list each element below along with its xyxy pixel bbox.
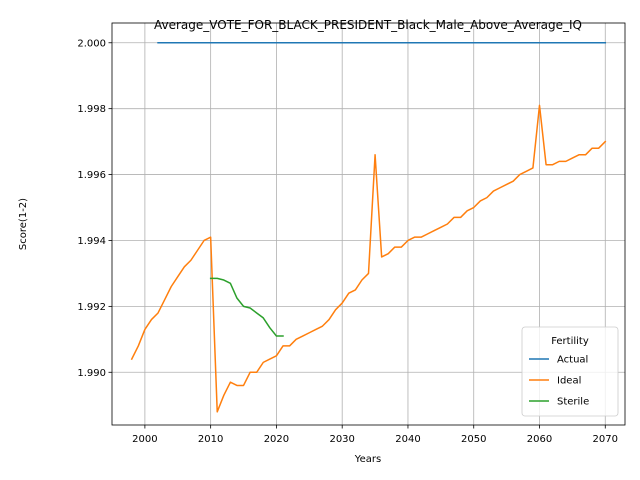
- x-tick-label: 2070: [593, 434, 618, 445]
- x-axis: 2000 2010 2020 2030 2040 2050 2060 2070: [132, 425, 618, 445]
- legend-label-sterile: Sterile: [557, 397, 589, 408]
- legend-items: Actual Ideal Sterile: [529, 355, 589, 408]
- x-tick-label: 2010: [198, 434, 223, 445]
- plot-frame: [111, 22, 626, 426]
- y-tick-label: 1.994: [77, 236, 106, 247]
- x-tick-label: 2060: [527, 434, 552, 445]
- series-line-ideal: [130, 104, 607, 413]
- legend-label-actual: Actual: [557, 355, 588, 366]
- chart-title: Average_VOTE_FOR_BLACK_PRESIDENT_Black_M…: [154, 18, 582, 32]
- legend-label-ideal: Ideal: [557, 376, 581, 387]
- y-tick-label: 1.998: [77, 104, 106, 115]
- y-tick-label: 1.992: [77, 302, 106, 313]
- y-axis-label: Score(1-2): [18, 198, 29, 250]
- y-tick-label: 1.990: [77, 368, 106, 379]
- x-tick-label: 2020: [264, 434, 289, 445]
- x-tick-label: 2050: [461, 434, 486, 445]
- x-tick-label: 2030: [329, 434, 354, 445]
- x-tick-label: 2000: [132, 434, 157, 445]
- series-layer: [130, 42, 607, 413]
- y-axis: 1.990 1.992 1.994 1.996 1.998 2.000: [77, 38, 112, 379]
- y-tick-label: 1.996: [77, 170, 106, 181]
- y-tick-label: 2.000: [77, 38, 106, 49]
- x-axis-label: Years: [354, 454, 381, 465]
- series-line-sterile: [209, 277, 284, 337]
- x-tick-label: 2040: [395, 434, 420, 445]
- legend: Fertility Actual Ideal Sterile: [521, 326, 619, 417]
- legend-box: [521, 326, 619, 417]
- legend-title: Fertility: [551, 336, 589, 347]
